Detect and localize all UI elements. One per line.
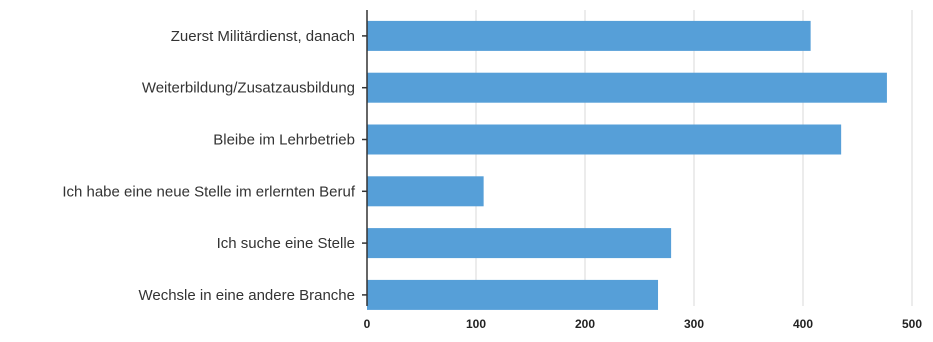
x-tick-label-200: 200 [575, 317, 595, 331]
grid-lines [475, 10, 913, 306]
category-label-3: Ich habe eine neue Stelle im erlernten B… [62, 183, 356, 200]
bar-5 [367, 279, 659, 310]
bar-3 [367, 176, 484, 207]
category-label-2: Bleibe im Lehrbetrieb [213, 132, 355, 149]
x-tick-label-400: 400 [793, 317, 813, 331]
bar-1 [367, 72, 887, 103]
category-label-4: Ich suche eine Stelle [217, 235, 355, 252]
category-label-1: Weiterbildung/Zusatzausbildung [142, 80, 355, 97]
bar-0 [367, 20, 811, 51]
x-tick-label-0: 0 [364, 317, 371, 331]
x-tick-label-300: 300 [684, 317, 704, 331]
category-label-0: Zuerst Militärdienst, danach [171, 28, 355, 45]
x-tick-label-100: 100 [466, 317, 486, 331]
x-tick-labels: 0 100 200 300 400 500 [364, 317, 923, 331]
x-tick-label-500: 500 [902, 317, 922, 331]
bar-2 [367, 124, 842, 155]
category-label-5: Wechsle in eine andere Branche [138, 287, 355, 304]
category-labels: Zuerst Militärdienst, danach Weiterbildun… [62, 28, 356, 304]
bars [367, 20, 887, 310]
bar-4 [367, 228, 672, 259]
y-axis [362, 10, 368, 306]
